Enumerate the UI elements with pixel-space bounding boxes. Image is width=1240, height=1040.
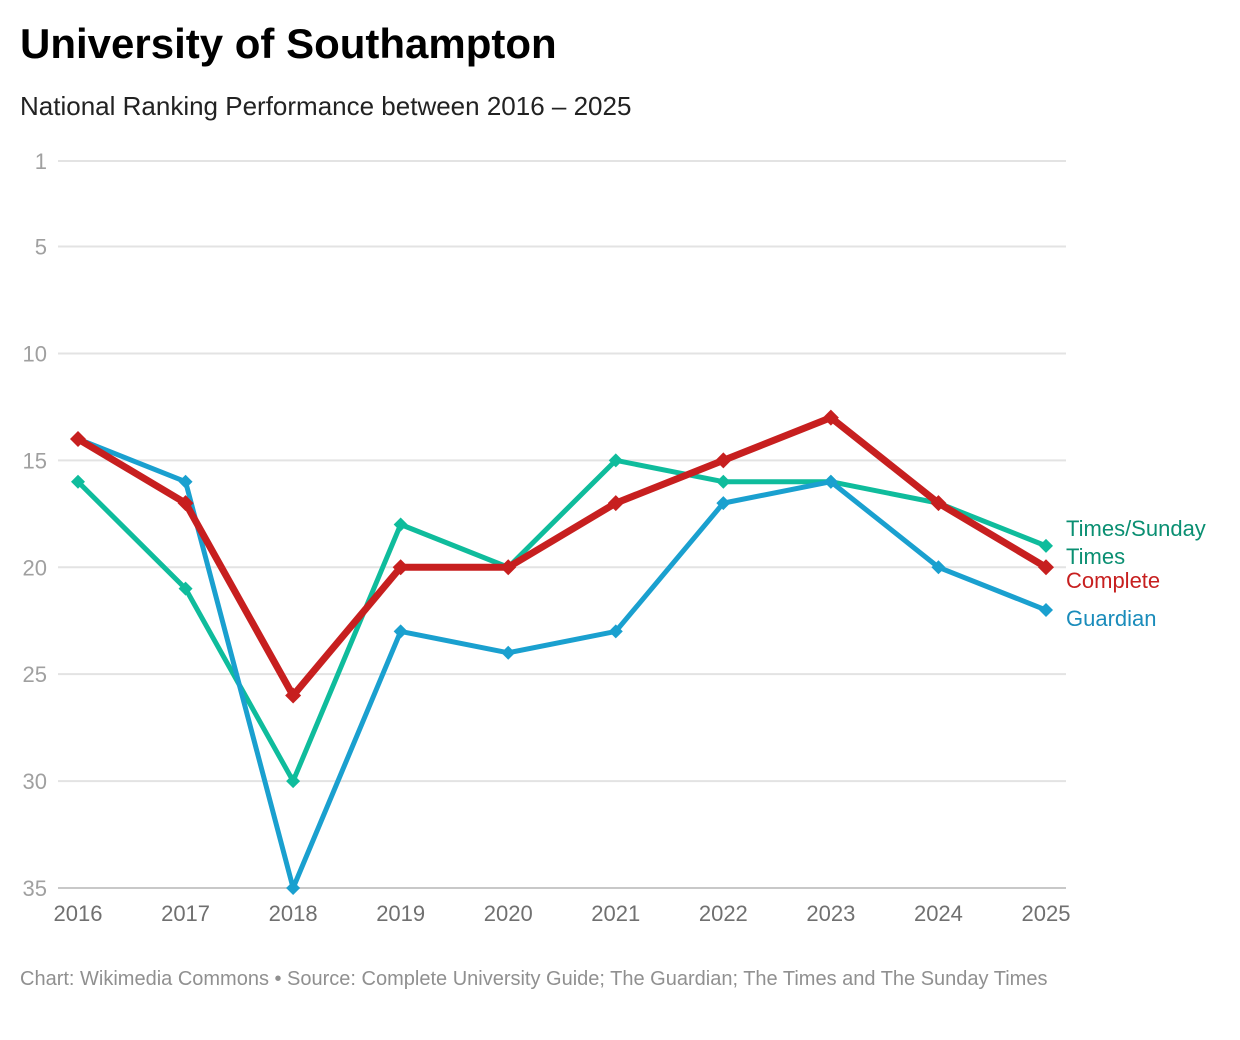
data-point: [70, 430, 86, 447]
data-point: [608, 624, 623, 639]
data-point: [716, 496, 731, 511]
x-tick-label: 2022: [699, 901, 748, 926]
data-point: [177, 495, 194, 512]
chart-footer: Chart: Wikimedia Commons • Source: Compl…: [20, 968, 1048, 990]
data-point: [392, 559, 409, 576]
x-tick-label: 2023: [806, 901, 855, 926]
data-point: [716, 474, 731, 489]
x-tick-label: 2018: [269, 901, 318, 926]
data-point: [1039, 538, 1053, 553]
x-tick-label: 2017: [161, 901, 210, 926]
series-label: Complete: [1066, 568, 1160, 593]
data-point: [71, 474, 85, 489]
y-tick-label: 35: [23, 876, 47, 901]
data-point: [500, 559, 517, 576]
y-tick-label: 15: [23, 448, 47, 473]
data-point: [393, 624, 408, 639]
series-line-complete: [76, 414, 1048, 700]
data-point: [286, 774, 301, 789]
data-point: [178, 474, 193, 489]
data-point: [715, 452, 732, 469]
data-point: [823, 474, 838, 489]
x-tick-label: 2020: [484, 901, 533, 926]
y-tick-label: 30: [23, 769, 47, 794]
data-point: [285, 687, 302, 704]
data-point: [930, 495, 947, 512]
x-tick-label: 2024: [914, 901, 963, 926]
data-point: [393, 517, 408, 532]
y-tick-label: 5: [35, 235, 47, 260]
x-tick-label: 2021: [591, 901, 640, 926]
x-tick-label: 2025: [1022, 901, 1071, 926]
data-point: [501, 645, 516, 660]
data-point: [1038, 559, 1054, 576]
data-point: [1039, 603, 1053, 618]
data-point: [607, 495, 624, 512]
x-tick-label: 2016: [54, 901, 103, 926]
data-point: [286, 881, 301, 895]
data-point: [178, 581, 193, 596]
y-tick-label: 20: [23, 555, 47, 580]
chart-subtitle: National Ranking Performance between 201…: [20, 91, 632, 121]
series-label: Times: [1066, 544, 1125, 569]
series-line-guardian: [77, 436, 1047, 891]
data-point: [931, 560, 946, 575]
y-tick-label: 1: [35, 149, 47, 174]
series-label: Times/Sunday: [1066, 516, 1206, 541]
x-tick-label: 2019: [376, 901, 425, 926]
chart-title: University of Southampton: [20, 20, 557, 67]
data-point: [822, 409, 839, 426]
data-point: [608, 453, 623, 468]
y-tick-label: 10: [23, 341, 47, 366]
y-tick-label: 25: [23, 662, 47, 687]
series-label: Guardian: [1066, 606, 1157, 631]
